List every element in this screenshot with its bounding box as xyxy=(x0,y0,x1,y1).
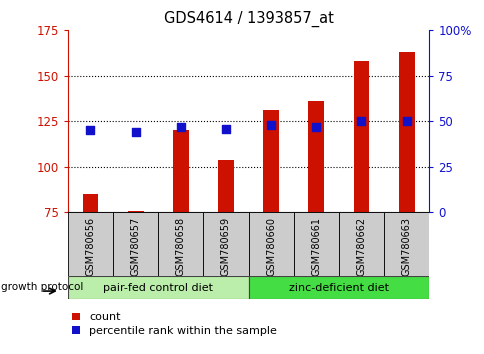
Point xyxy=(222,126,229,131)
Point xyxy=(267,122,274,128)
Point xyxy=(87,127,94,133)
Text: GSM780657: GSM780657 xyxy=(130,217,140,276)
Bar xyxy=(263,110,278,212)
Point xyxy=(357,118,364,124)
Text: zinc-deficient diet: zinc-deficient diet xyxy=(288,282,388,293)
Bar xyxy=(248,212,293,276)
Bar xyxy=(68,212,113,276)
Bar xyxy=(218,160,233,212)
Text: GSM780660: GSM780660 xyxy=(266,217,275,276)
Text: growth protocol: growth protocol xyxy=(1,282,84,292)
Title: GDS4614 / 1393857_at: GDS4614 / 1393857_at xyxy=(163,11,333,27)
Bar xyxy=(158,212,203,276)
Bar xyxy=(248,276,428,299)
Bar xyxy=(68,276,248,299)
Legend: count, percentile rank within the sample: count, percentile rank within the sample xyxy=(68,308,281,340)
Bar xyxy=(308,101,323,212)
Bar xyxy=(398,52,414,212)
Text: pair-fed control diet: pair-fed control diet xyxy=(103,282,213,293)
Bar xyxy=(383,212,428,276)
Bar xyxy=(82,194,98,212)
Text: GSM780662: GSM780662 xyxy=(356,217,366,276)
Text: GSM780661: GSM780661 xyxy=(311,217,320,276)
Bar xyxy=(338,212,383,276)
Bar xyxy=(203,212,248,276)
Bar xyxy=(353,61,369,212)
Bar xyxy=(173,130,188,212)
Point xyxy=(177,124,184,130)
Point xyxy=(402,118,409,124)
Text: GSM780663: GSM780663 xyxy=(401,217,411,276)
Text: GSM780658: GSM780658 xyxy=(176,217,185,276)
Bar xyxy=(113,212,158,276)
Bar xyxy=(127,211,143,212)
Bar xyxy=(293,212,338,276)
Text: GSM780659: GSM780659 xyxy=(221,217,230,276)
Text: GSM780656: GSM780656 xyxy=(85,217,95,276)
Point xyxy=(132,129,139,135)
Point xyxy=(312,124,319,130)
